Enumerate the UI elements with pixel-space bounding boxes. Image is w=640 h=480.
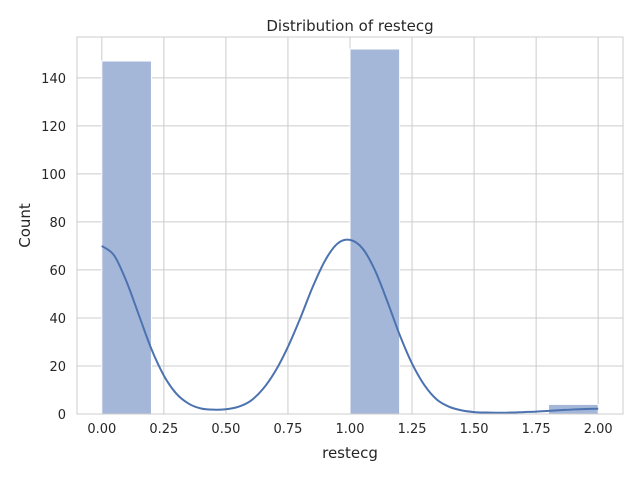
x-tick-label: 1.25: [398, 422, 427, 437]
y-tick-labels: 0 20 40 60 80 100 120 140: [41, 72, 66, 423]
y-tick-label: 140: [41, 72, 66, 87]
x-tick-label: 2.00: [584, 422, 613, 437]
y-tick-label: 100: [41, 168, 66, 183]
y-tick-label: 40: [49, 312, 66, 327]
plot-frame: [76, 36, 624, 415]
chart-title: Distribution of restecg: [266, 17, 433, 35]
kde-line: [101, 238, 599, 414]
x-tick-label: 0.00: [87, 422, 116, 437]
histogram-bar: [101, 60, 152, 415]
x-axis-label: restecg: [322, 444, 378, 462]
histogram-bar: [349, 48, 401, 415]
y-tick-label: 80: [49, 216, 66, 231]
y-tick-label: 0: [58, 408, 66, 423]
x-tick-label: 1.00: [336, 422, 365, 437]
y-tick-label: 120: [41, 120, 66, 135]
x-tick-labels: 0.00 0.25 0.50 0.75 1.00 1.25 1.50 1.75 2.00: [87, 422, 612, 437]
y-tick-label: 60: [49, 264, 66, 279]
x-tick-label: 0.75: [273, 422, 302, 437]
x-tick-label: 0.25: [149, 422, 178, 437]
x-tick-label: 1.75: [522, 422, 551, 437]
x-tick-label: 1.50: [460, 422, 489, 437]
x-tick-label: 0.50: [211, 422, 240, 437]
y-tick-label: 20: [49, 360, 66, 375]
y-axis-label: Count: [16, 203, 34, 248]
